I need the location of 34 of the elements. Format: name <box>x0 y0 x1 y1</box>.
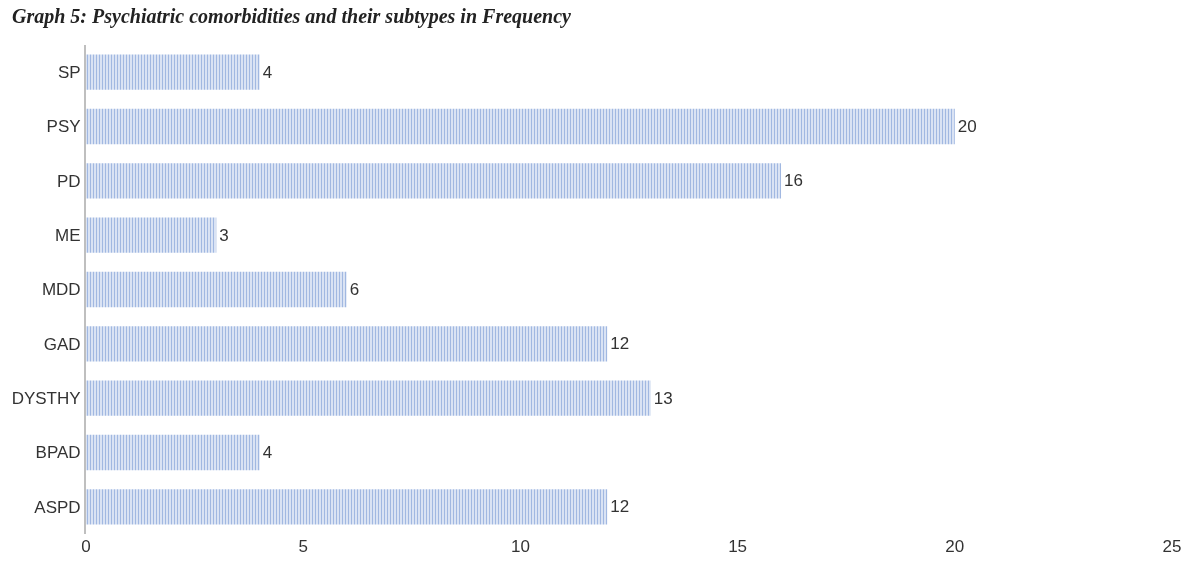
bar <box>86 489 608 525</box>
data-label: 3 <box>219 225 229 245</box>
y-tick-label: DYSTHY <box>11 389 81 409</box>
data-label: 16 <box>784 171 803 191</box>
x-tick-label: 20 <box>945 537 965 556</box>
x-tick-label: 10 <box>510 537 530 556</box>
bar <box>86 163 782 199</box>
y-tick-label: PSY <box>46 117 81 137</box>
chart-title: Graph 5: Psychiatric comorbidities and their subtypes in Frequency <box>12 4 572 28</box>
data-label: 4 <box>262 443 273 462</box>
bar <box>86 217 217 253</box>
y-tick-label: ME <box>55 226 81 246</box>
data-label: 6 <box>349 280 360 299</box>
bar <box>86 326 608 362</box>
y-tick-label: GAD <box>43 334 81 354</box>
bar <box>86 54 260 90</box>
y-tick-label: ASPD <box>34 497 81 517</box>
y-tick-label: SP <box>57 63 81 83</box>
y-tick-label: PD <box>56 171 81 191</box>
data-label: 13 <box>653 388 673 408</box>
bar <box>86 434 260 471</box>
bar <box>86 271 347 308</box>
x-tick-label: 5 <box>298 537 308 556</box>
y-tick-label: MDD <box>41 280 81 300</box>
x-tick-label: 25 <box>1162 537 1182 556</box>
y-tick-label: BPAD <box>35 443 81 463</box>
x-tick-label: 15 <box>728 537 748 556</box>
bar <box>86 108 955 145</box>
bar <box>86 380 651 416</box>
x-tick-label: 0 <box>81 537 91 556</box>
data-label: 20 <box>957 117 977 136</box>
data-label: 12 <box>610 334 630 354</box>
data-label: 4 <box>262 62 273 82</box>
data-label: 12 <box>610 497 630 517</box>
